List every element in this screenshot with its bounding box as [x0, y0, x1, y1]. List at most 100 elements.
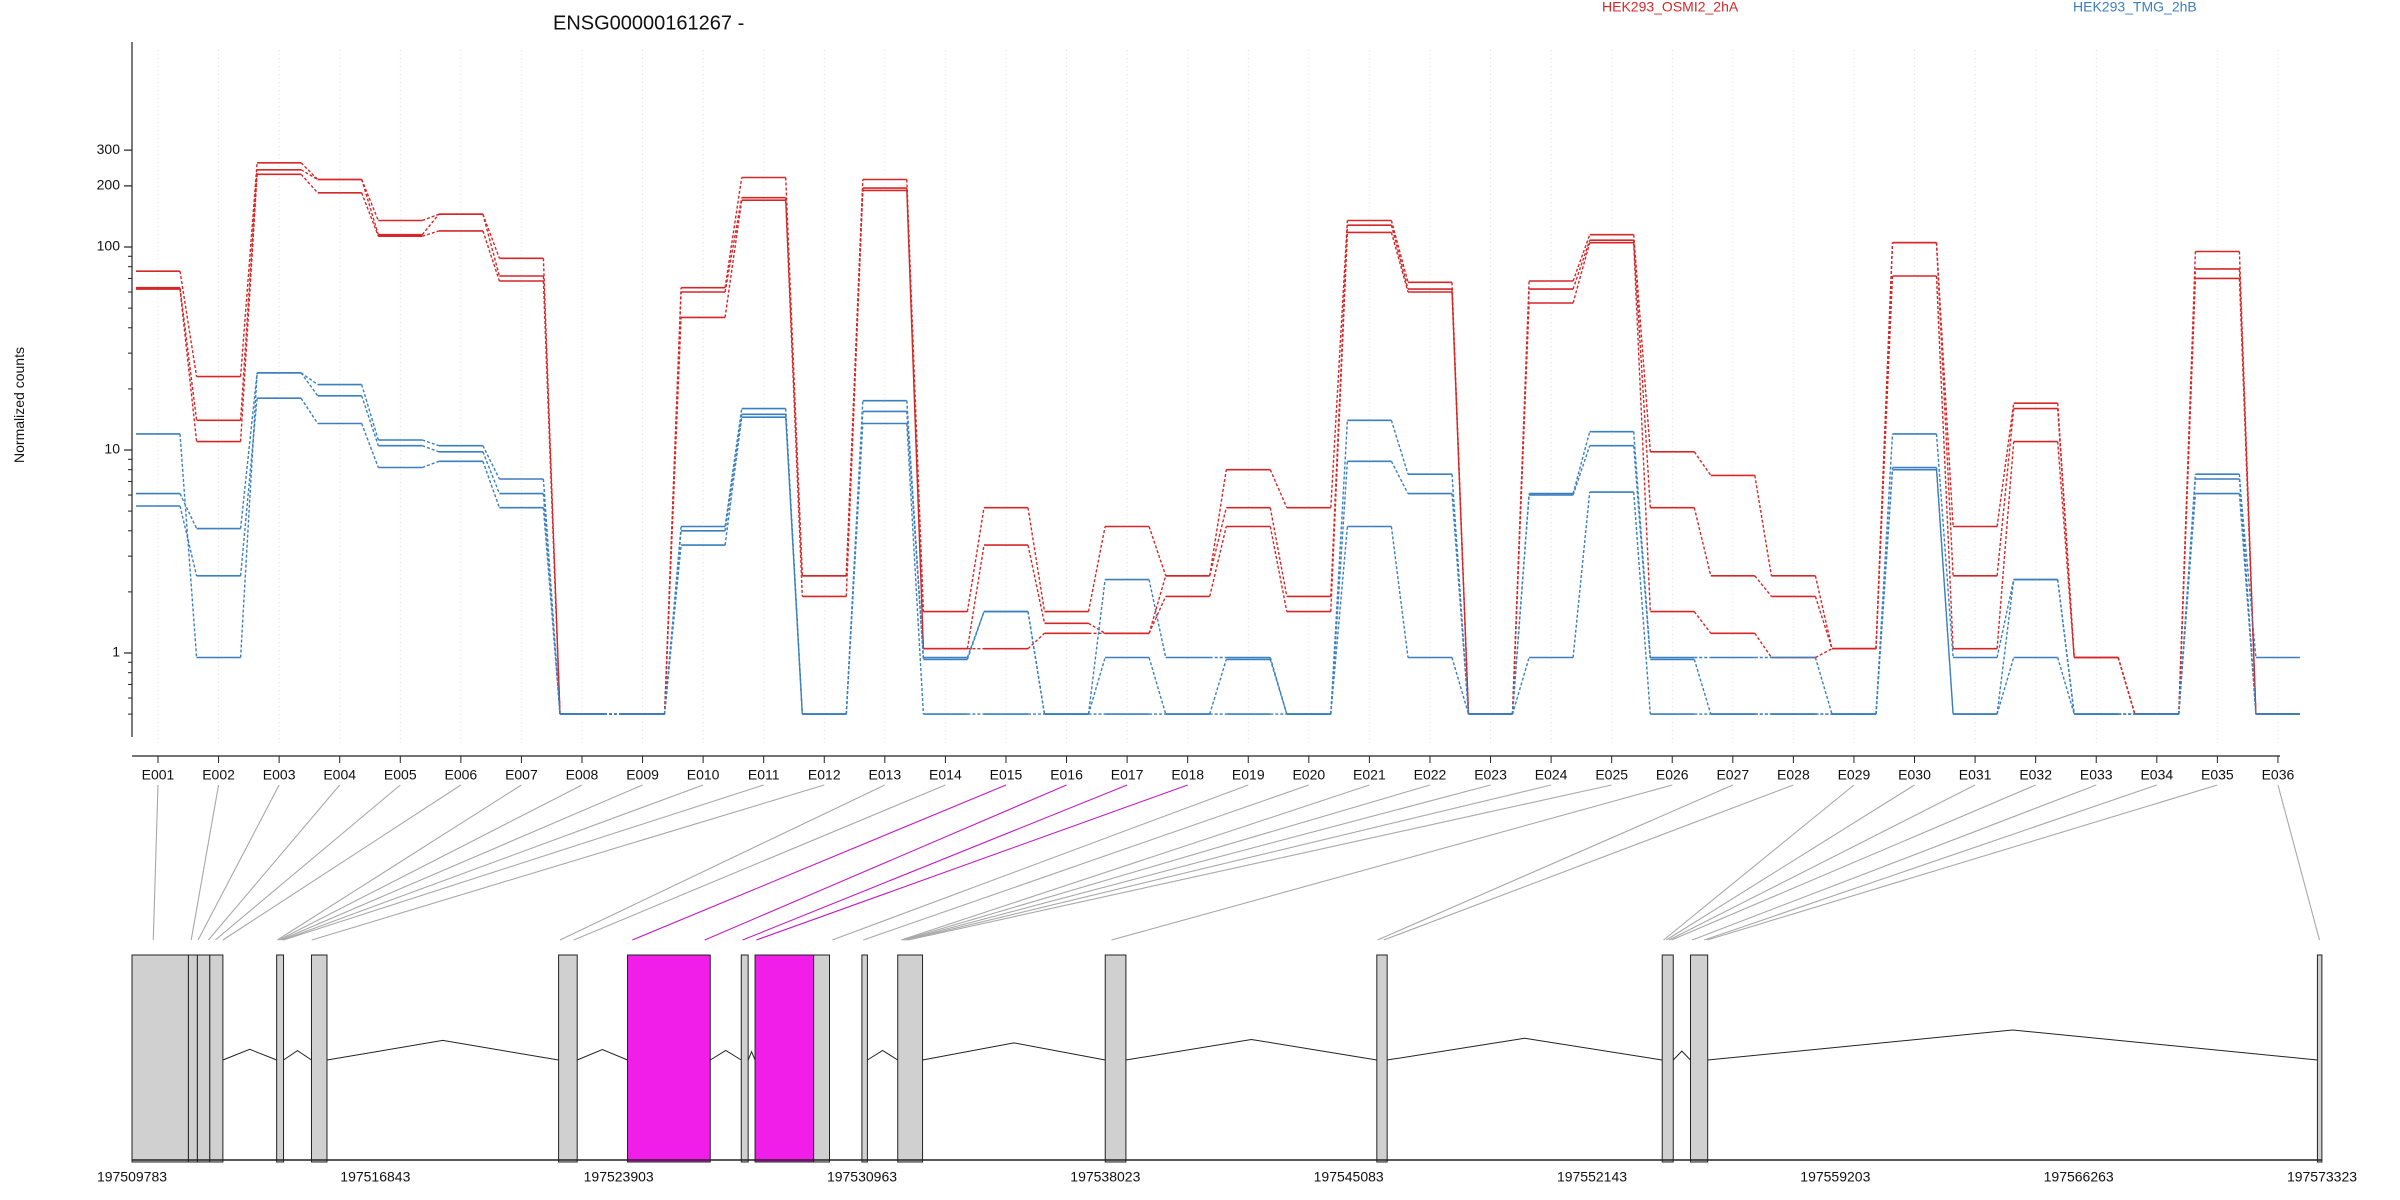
series-exon-level — [136, 173, 2300, 715]
x-tick-label: E028 — [1777, 767, 1810, 783]
exon-connector — [907, 784, 1612, 941]
legend-label-osmi2: HEK293_OSMI2_2hA — [1602, 0, 1739, 15]
exon-connector — [207, 784, 341, 941]
exon-block — [1661, 954, 1674, 1163]
exon-connector-lines — [152, 784, 2321, 941]
exon-connector — [1377, 784, 1734, 941]
exon-connector — [832, 784, 1249, 941]
x-tick-label: E030 — [1898, 767, 1931, 783]
intron-chevron — [1672, 1050, 1691, 1061]
exon-block — [897, 954, 924, 1163]
series-connector-line — [179, 173, 2257, 715]
x-tick-label: E010 — [687, 767, 720, 783]
exon-connector — [902, 784, 1431, 941]
exon-block — [1376, 954, 1388, 1163]
exon-connector — [1704, 784, 2157, 941]
exon-block — [1689, 954, 1709, 1163]
exon-block — [196, 954, 211, 1163]
legend-label-tmg: HEK293_TMG_2hB — [2073, 0, 2197, 15]
exon-block — [310, 954, 328, 1163]
y-tick-label: 300 — [97, 141, 121, 157]
x-tick-label: E013 — [868, 767, 901, 783]
x-tick-label: E020 — [1292, 767, 1325, 783]
exon-connector — [1668, 784, 1976, 941]
exon-connector — [214, 784, 401, 941]
genomic-coordinate-label: 197552143 — [1557, 1169, 1627, 1185]
intron-chevron — [867, 1049, 899, 1061]
x-tick-label: E025 — [1595, 767, 1628, 783]
x-tick-label: E011 — [748, 767, 780, 783]
exon-block — [740, 954, 749, 1163]
series-exon-level — [136, 169, 2300, 715]
genomic-coordinate-label: 197516843 — [340, 1169, 410, 1185]
x-tick-label: E024 — [1535, 767, 1568, 783]
intron-chevron — [283, 1049, 312, 1061]
exon-block — [1104, 954, 1127, 1163]
exon-block — [209, 954, 224, 1163]
intron-chevron — [747, 1050, 756, 1061]
exon-block — [131, 954, 189, 1163]
intron-chevron — [577, 1048, 628, 1061]
x-axis: E001 E002 E003 E004 E005 E006 E007 E008 E009 E010… — [132, 755, 2295, 783]
intron-chevron — [326, 1039, 559, 1061]
genomic-coordinate-label: 197559203 — [1800, 1169, 1870, 1185]
exon-connector — [704, 784, 1067, 941]
intron-chevron — [709, 1049, 742, 1061]
x-tick-label: E001 — [142, 767, 175, 783]
x-tick-label: E017 — [1111, 767, 1144, 783]
series-connector-line — [179, 372, 2257, 715]
exon-block — [558, 954, 578, 1163]
x-tick-label: E019 — [1232, 767, 1265, 783]
x-tick-label: E035 — [2201, 767, 2234, 783]
x-tick-label: E016 — [1050, 767, 1083, 783]
genomic-coordinate-axis: 197509783 197516843 197523903 197530963 1975… — [97, 1169, 2357, 1185]
genomic-coordinate-label: 197523903 — [584, 1169, 654, 1185]
y-axis: 1 10 100 200 300 — [97, 42, 133, 737]
y-tick-label: 1 — [112, 644, 120, 660]
intron-chevron — [922, 1042, 1106, 1061]
exon-connector — [742, 784, 1128, 941]
exon-connector — [1666, 784, 1915, 941]
exon-connector — [283, 784, 764, 941]
x-tick-label: E026 — [1656, 767, 1689, 783]
intron-chevron — [222, 1048, 277, 1061]
x-tick-label: E021 — [1353, 767, 1386, 783]
exon-connector — [906, 784, 1552, 941]
exon-connector — [152, 784, 159, 941]
exon-block — [276, 954, 285, 1163]
exon-connector — [901, 784, 1370, 941]
x-tick-label: E018 — [1171, 767, 1204, 783]
exon-connector — [277, 784, 522, 941]
x-tick-label: E022 — [1414, 767, 1447, 783]
exon-block — [187, 954, 198, 1163]
highlighted-exon-block — [754, 954, 815, 1163]
y-tick-label: 200 — [97, 177, 121, 193]
exon-block — [861, 954, 868, 1163]
x-tick-label: E034 — [2140, 767, 2173, 783]
x-tick-label: E032 — [2019, 767, 2052, 783]
exon-connector — [1707, 784, 2218, 941]
intron-chevron — [1387, 1037, 1663, 1061]
intron-chevron — [1707, 1029, 2318, 1061]
exon-connector — [222, 784, 462, 941]
y-tick-label: 10 — [104, 441, 120, 457]
exon-connector — [1663, 784, 1855, 941]
x-tick-label: E015 — [990, 767, 1023, 783]
x-tick-label: E007 — [505, 767, 538, 783]
exon-connector — [863, 784, 1310, 941]
x-tick-label: E003 — [263, 767, 296, 783]
x-tick-label: E031 — [1959, 767, 1992, 783]
x-tick-label: E002 — [202, 767, 235, 783]
x-tick-label: E014 — [929, 767, 962, 783]
exon-connector — [1671, 784, 2036, 941]
chart-title: ENSG00000161267 - — [553, 12, 744, 34]
y-axis-label: Normalized counts — [11, 347, 27, 463]
exon-connector — [573, 784, 946, 941]
exon-connector — [280, 784, 643, 941]
x-tick-label: E009 — [626, 767, 659, 783]
highlighted-exon-block — [627, 954, 711, 1163]
series-lines — [136, 162, 2300, 715]
exon-connector — [904, 784, 1491, 941]
exon-connector — [190, 784, 220, 941]
x-tick-label: E027 — [1716, 767, 1749, 783]
